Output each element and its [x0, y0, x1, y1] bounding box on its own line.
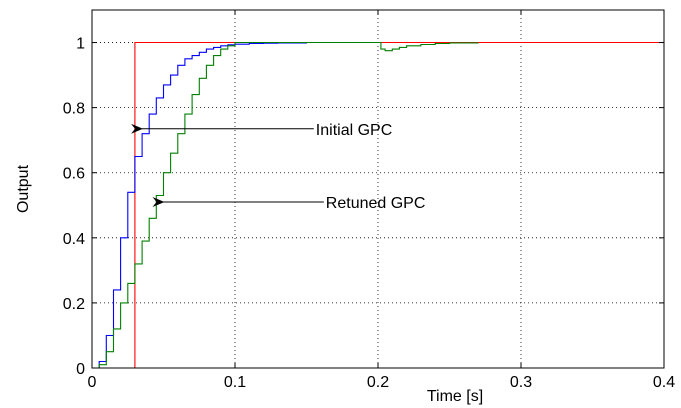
y-axis-label: Output: [15, 164, 32, 213]
y-tick-label: 0.6: [63, 166, 85, 183]
ticks: 0 0.1 0.2 0.3 0.4 0 0.2 0.4 0.6 0.8 1: [63, 10, 675, 391]
annotations: Initial GPC Retuned GPC: [131, 122, 426, 212]
annotation-label-1: Initial GPC: [316, 122, 392, 139]
x-tick-label: 0.3: [510, 374, 532, 391]
x-tick-label: 0.2: [367, 374, 389, 391]
annotation-label-2: Retuned GPC: [326, 195, 426, 212]
y-tick-label: 0.4: [63, 231, 85, 248]
y-tick-label: 0.8: [63, 101, 85, 118]
y-tick-label: 1: [76, 36, 85, 53]
series-line-3: [92, 41, 479, 369]
x-axis-label: Time [s]: [427, 388, 483, 405]
x-tick-label: 0.4: [653, 374, 675, 391]
x-tick-label: 0.1: [224, 374, 246, 391]
y-tick-label: 0.2: [63, 296, 85, 313]
x-tick-label: 0: [88, 374, 97, 391]
y-tick-label: 0: [76, 361, 85, 378]
